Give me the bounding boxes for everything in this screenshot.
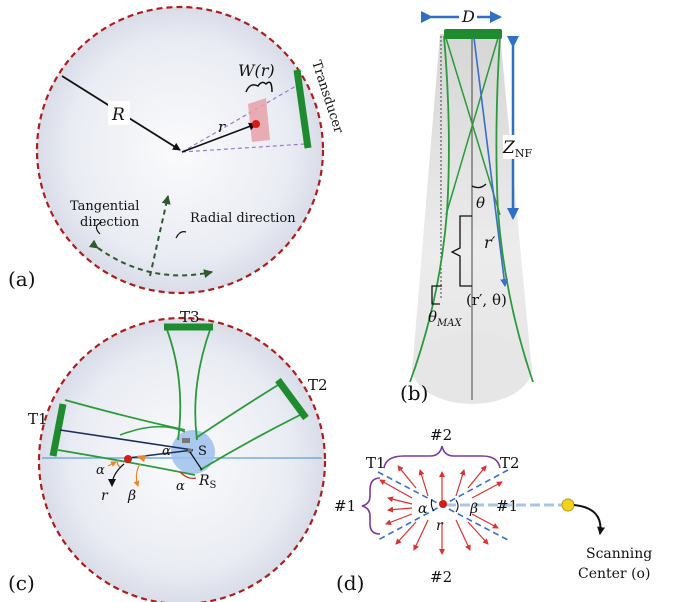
point-r: [124, 455, 132, 463]
theta-label: θ: [476, 194, 485, 212]
panel-a: R r W(r) Transducer Tangential direction…: [8, 5, 346, 295]
scan-label-2: Center (o): [578, 566, 650, 582]
tangential-arc-arrow: [88, 239, 213, 279]
t2-beam-lower: [199, 414, 301, 471]
beta-label: β: [127, 488, 136, 504]
beta-label-d: β: [469, 501, 478, 517]
transducer-t1: [49, 403, 67, 457]
rs-arrow: [189, 451, 203, 471]
r-arrow: [181, 122, 257, 153]
panel-b-label: (b): [400, 381, 428, 405]
radius-label: R: [111, 105, 125, 125]
t1-label: T1: [28, 410, 48, 428]
radius-label-bg: [108, 101, 130, 125]
d-label-bg: [459, 6, 477, 26]
bottom-label: #2: [430, 568, 452, 586]
t3-label: T3: [180, 308, 200, 326]
s-marker: [182, 438, 190, 443]
alpha-arc: [116, 459, 121, 468]
theta-arc: [471, 183, 487, 189]
radial-label: Radial direction: [190, 211, 296, 226]
beta-marker: [136, 455, 146, 462]
s-center: [187, 448, 193, 454]
top-label: #2: [430, 426, 452, 444]
t1-label-d: T1: [366, 454, 386, 472]
panel-c-label: (c): [8, 571, 35, 595]
tangential-pointer: [95, 221, 103, 235]
znf-label-bg: [503, 135, 539, 159]
alpha-label-2: α: [176, 479, 185, 494]
sample-point: [252, 120, 260, 128]
t2-label-d: T2: [500, 454, 520, 472]
scan-label-1: Scanning: [586, 546, 652, 562]
panel-a-label: (a): [8, 267, 36, 291]
panel-d-label: (d): [336, 571, 364, 595]
sector-line-top: [181, 81, 304, 153]
point-label: (r′, θ): [466, 291, 507, 309]
panel-b: D ZNF θ r′ (r′, θ) θMAX (b): [400, 6, 539, 405]
beam-contour-right: [495, 35, 534, 383]
radial-pointer: [175, 231, 187, 239]
transducer-bar: [293, 69, 312, 149]
top-brace: [383, 445, 501, 469]
window-label: W(r): [238, 61, 275, 80]
red-arrow-field: [379, 465, 503, 555]
transducer-element: [444, 29, 502, 39]
znf-label: ZNF: [502, 138, 532, 160]
scan-center-dot: [561, 498, 575, 512]
left-brace: [361, 477, 381, 535]
r-label-d: r: [436, 518, 444, 534]
ray-t1-to-s: [59, 429, 194, 451]
panel-c: S RS α α r β α T1 T3 T2 (c): [8, 308, 328, 602]
tangential-label-2: direction: [80, 215, 140, 230]
tangential-label-1: Tangential: [70, 199, 139, 214]
window-band: [248, 98, 270, 142]
alpha-arc-d: [430, 498, 435, 512]
rprime-ray: [473, 37, 509, 287]
right-label: #1: [496, 497, 518, 515]
t2-beam-upper: [195, 384, 279, 439]
theta-max-bracket-lower: [431, 285, 442, 305]
rs-label: RS: [198, 473, 217, 491]
r-pointer: [108, 463, 125, 487]
near-field-ray-1: [445, 37, 501, 216]
r-label-c: r: [101, 488, 109, 504]
beta-pointer: [133, 463, 141, 487]
scan-center-pointer: [573, 504, 606, 535]
r-label: r: [218, 118, 226, 136]
t3-beam-right: [194, 326, 212, 441]
theta-max-label: θMAX: [428, 308, 462, 329]
s-label: S: [198, 444, 207, 459]
beta-arc-d: [455, 499, 459, 513]
t1-beam-curve: [119, 425, 186, 436]
d-label: D: [461, 7, 475, 26]
theta-max-bracket-upper: [450, 215, 472, 287]
panel-d: Scanning Center (o) α β r #2 #2 #1 #1 T1…: [334, 426, 652, 595]
left-label: #1: [334, 497, 356, 515]
radial-arrow: [149, 195, 171, 277]
alpha-pointer: [107, 461, 117, 467]
transducer-t2: [275, 377, 309, 421]
alpha-label-3: α: [162, 444, 171, 459]
t3-beam-left: [165, 326, 182, 441]
point-r-d: [439, 500, 447, 508]
rs-arc: [179, 471, 197, 480]
near-field-ray-2: [445, 37, 499, 216]
alpha-label-d: α: [418, 501, 428, 517]
window-brace: [245, 81, 273, 93]
rprime-label: r′: [484, 233, 496, 252]
t2-label: T2: [308, 376, 328, 394]
alpha-label-1: α: [96, 463, 105, 478]
